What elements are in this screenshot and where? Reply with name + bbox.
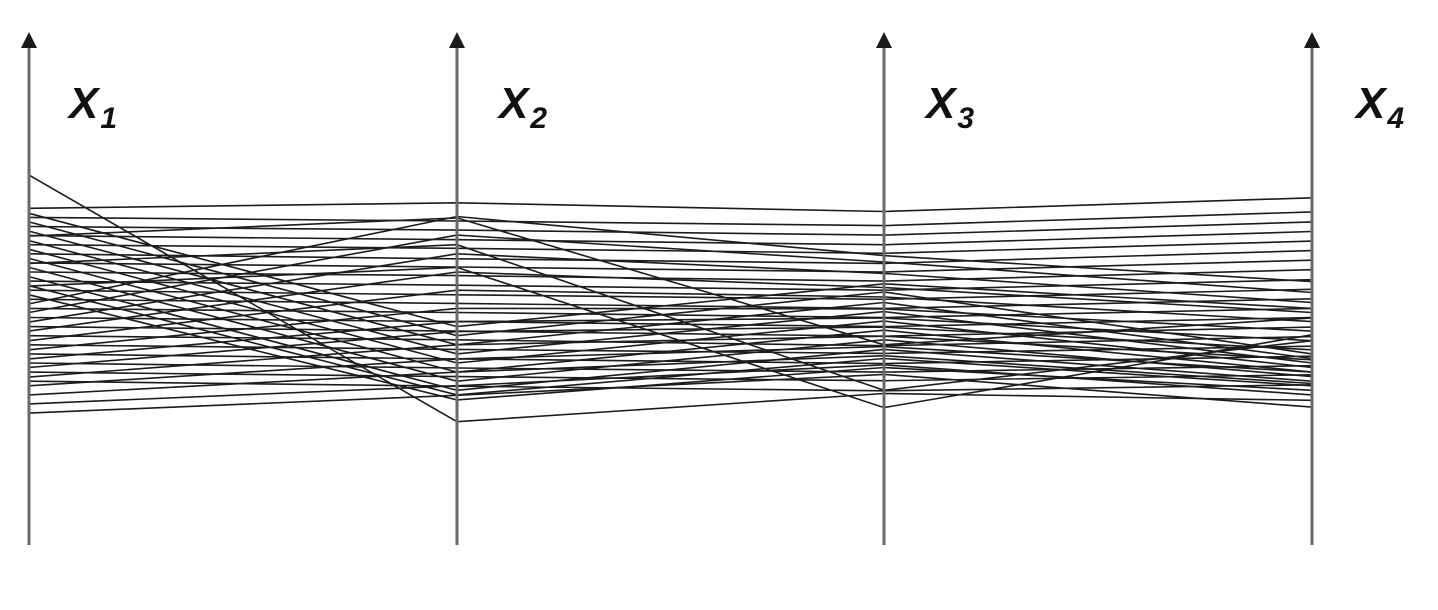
axis-3-label: X3 — [923, 79, 974, 135]
data-line-11 — [28, 288, 1313, 301]
data-line-20 — [28, 371, 1313, 382]
data-line-28 — [28, 266, 1313, 383]
data-line-46 — [28, 243, 1313, 392]
data-line-47 — [28, 266, 1313, 409]
axis-2-label-main: X — [496, 79, 531, 128]
axis-3-label-subscript: 3 — [957, 102, 974, 135]
data-line-31 — [28, 294, 1313, 401]
data-line-3 — [28, 211, 1313, 227]
axis-1-label-main: X — [66, 79, 101, 128]
axis-labels-layer: X1 X2 X3 X4 — [66, 79, 1404, 135]
axis-4-arrow-icon — [1304, 32, 1320, 48]
axis-4-label: X4 — [1353, 79, 1404, 135]
axis-4-label-main: X — [1353, 79, 1388, 128]
data-line-43 — [28, 363, 1313, 405]
data-line-23 — [28, 221, 1313, 355]
axis-2-label-subscript: 2 — [529, 102, 547, 135]
data-line-39 — [28, 326, 1313, 369]
data-line-45 — [28, 217, 1313, 346]
data-line-10 — [28, 278, 1313, 292]
axis-3-label-main: X — [923, 79, 958, 128]
axis-1-label: X1 — [66, 79, 117, 135]
axis-1-arrow-icon — [21, 32, 37, 48]
data-line-38 — [28, 317, 1313, 360]
data-line-33 — [28, 234, 1313, 314]
data-line-6 — [28, 240, 1313, 255]
data-line-34 — [28, 252, 1313, 323]
data-line-5 — [28, 230, 1313, 246]
data-line-40 — [28, 335, 1313, 378]
polylines-layer — [28, 174, 1313, 423]
data-line-44 — [28, 373, 1313, 414]
axis-4-label-subscript: 4 — [1386, 102, 1404, 135]
data-line-37 — [28, 307, 1313, 351]
data-line-35 — [28, 271, 1313, 332]
axis-3-arrow-icon — [876, 32, 892, 48]
axes-layer — [21, 32, 1320, 545]
data-line-41 — [28, 345, 1313, 387]
data-line-25 — [28, 239, 1313, 364]
data-line-26 — [28, 248, 1313, 369]
axis-2-arrow-icon — [449, 32, 465, 48]
axis-2-label: X2 — [496, 79, 547, 135]
axis-1-label-subscript: 1 — [100, 102, 117, 135]
data-line-2 — [28, 197, 1313, 213]
data-line-8 — [28, 259, 1313, 273]
data-line-22 — [28, 212, 1313, 328]
data-line-1 — [28, 174, 1313, 423]
data-line-42 — [28, 354, 1313, 396]
data-line-32 — [28, 215, 1313, 305]
data-line-21 — [28, 380, 1313, 392]
data-line-36 — [28, 289, 1313, 342]
data-line-7 — [28, 249, 1313, 265]
data-line-13 — [28, 307, 1313, 319]
data-line-4 — [28, 221, 1313, 236]
